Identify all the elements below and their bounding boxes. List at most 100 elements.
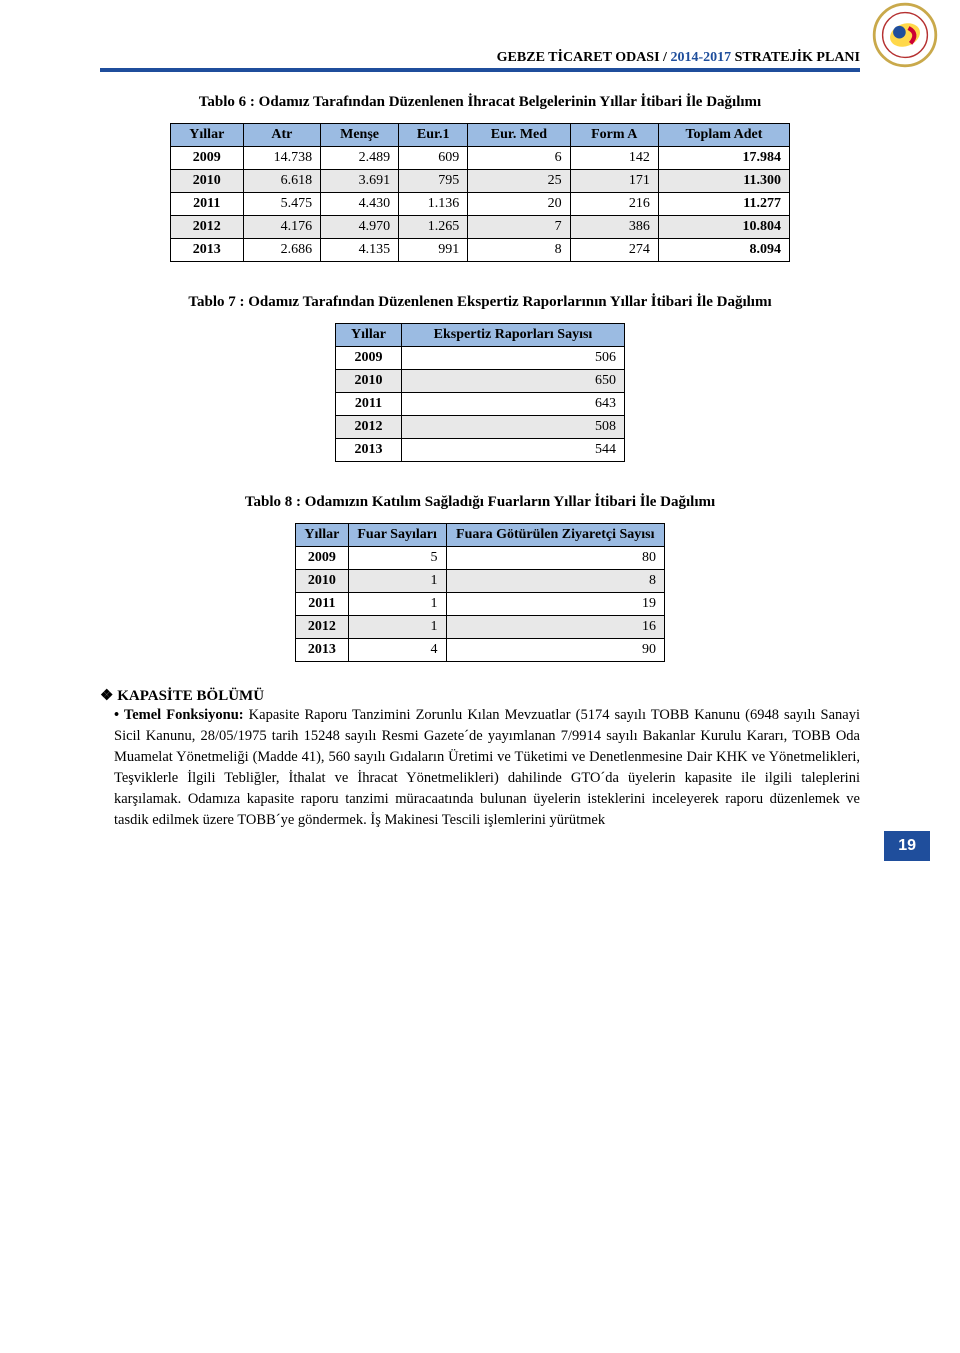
table8-cell: 4 (348, 639, 446, 662)
table7-header-row: YıllarEkspertiz Raporları Sayısı (336, 324, 625, 347)
header-rule (100, 68, 860, 72)
table6-cell: 4.970 (321, 216, 399, 239)
logo-icon (870, 0, 940, 70)
table-row: 2012116 (296, 616, 665, 639)
table8-body: 2009580201018201111920121162013490 (296, 547, 665, 662)
table6-cell: 2010 (171, 170, 244, 193)
table8-cell: 2009 (296, 547, 349, 570)
table6-cell: 2012 (171, 216, 244, 239)
table6-cell: 142 (570, 147, 658, 170)
table6-cell: 1.136 (399, 193, 468, 216)
table6-cell: 25 (468, 170, 570, 193)
table6-header-row: YıllarAtrMenşeEur.1Eur. MedForm AToplam … (171, 124, 790, 147)
table6-cell: 1.265 (399, 216, 468, 239)
table-row: 2012508 (336, 416, 625, 439)
table6-col-3: Eur.1 (399, 124, 468, 147)
table6-cell: 216 (570, 193, 658, 216)
table7-cell: 650 (402, 370, 625, 393)
table8-cell: 2012 (296, 616, 349, 639)
table6-body: 200914.7382.489609614217.98420106.6183.6… (171, 147, 790, 262)
table6-cell: 7 (468, 216, 570, 239)
table-row: 20115.4754.4301.1362021611.277 (171, 193, 790, 216)
table8-cell: 80 (446, 547, 664, 570)
table6-cell: 11.300 (658, 170, 789, 193)
table7-cell: 2013 (336, 439, 402, 462)
table7-cell: 2011 (336, 393, 402, 416)
table8-cell: 90 (446, 639, 664, 662)
table8-col-2: Fuara Götürülen Ziyaretçi Sayısı (446, 524, 664, 547)
table6-cell: 17.984 (658, 147, 789, 170)
table6-cell: 4.176 (243, 216, 320, 239)
table8-cell: 1 (348, 616, 446, 639)
table6-cell: 8 (468, 239, 570, 262)
page-number: 19 (884, 831, 930, 861)
table-row: 20132.6864.13599182748.094 (171, 239, 790, 262)
table6-cell: 795 (399, 170, 468, 193)
table8-col-0: Yıllar (296, 524, 349, 547)
table6-cell: 171 (570, 170, 658, 193)
table6-cell: 11.277 (658, 193, 789, 216)
table6-cell: 4.135 (321, 239, 399, 262)
table7-cell: 544 (402, 439, 625, 462)
table8-cell: 2010 (296, 570, 349, 593)
table8-cell: 2011 (296, 593, 349, 616)
table6-cell: 2009 (171, 147, 244, 170)
table8: YıllarFuar SayılarıFuara Götürülen Ziyar… (295, 523, 665, 662)
table8-cell: 1 (348, 570, 446, 593)
section-heading: KAPASİTE BÖLÜMÜ (100, 686, 860, 705)
table-row: 2009580 (296, 547, 665, 570)
table8-header-row: YıllarFuar SayılarıFuara Götürülen Ziyar… (296, 524, 665, 547)
table6-cell: 2.489 (321, 147, 399, 170)
table6-cell: 274 (570, 239, 658, 262)
table7-cell: 2010 (336, 370, 402, 393)
table-row: 20124.1764.9701.265738610.804 (171, 216, 790, 239)
table6-cell: 2.686 (243, 239, 320, 262)
table8-cell: 8 (446, 570, 664, 593)
header-org: GEBZE TİCARET ODASI (497, 50, 660, 65)
table7-cell: 506 (402, 347, 625, 370)
table8-col-1: Fuar Sayıları (348, 524, 446, 547)
table7-col-0: Yıllar (336, 324, 402, 347)
table6-col-4: Eur. Med (468, 124, 570, 147)
table6-cell: 991 (399, 239, 468, 262)
table8-cell: 19 (446, 593, 664, 616)
table8-cell: 1 (348, 593, 446, 616)
table7-cell: 643 (402, 393, 625, 416)
table-row: 2013544 (336, 439, 625, 462)
table-row: 2010650 (336, 370, 625, 393)
section-body: Temel Fonksiyonu: Kapasite Raporu Tanzim… (114, 705, 860, 831)
table8-cell: 2013 (296, 639, 349, 662)
table6-cell: 386 (570, 216, 658, 239)
table6-cell: 8.094 (658, 239, 789, 262)
table6-col-6: Toplam Adet (658, 124, 789, 147)
header-years: 2014-2017 (670, 50, 731, 65)
table6-col-1: Atr (243, 124, 320, 147)
table-row: 2009506 (336, 347, 625, 370)
table6-cell: 5.475 (243, 193, 320, 216)
table8-cell: 16 (446, 616, 664, 639)
table6-cell: 3.691 (321, 170, 399, 193)
table8-title: Tablo 8 : Odamızın Katılım Sağladığı Fua… (100, 492, 860, 513)
table-row: 201018 (296, 570, 665, 593)
header-suffix: STRATEJİK PLANI (731, 50, 860, 65)
table6-cell: 14.738 (243, 147, 320, 170)
section-lead: Temel Fonksiyonu: (124, 707, 244, 723)
table6-cell: 2013 (171, 239, 244, 262)
table6-col-2: Menşe (321, 124, 399, 147)
page-header: GEBZE TİCARET ODASI / 2014-2017 STRATEJİ… (100, 50, 860, 66)
table7: YıllarEkspertiz Raporları Sayısı 2009506… (335, 323, 625, 462)
table6-cell: 20 (468, 193, 570, 216)
table-row: 2011119 (296, 593, 665, 616)
table6-title: Tablo 6 : Odamız Tarafından Düzenlenen İ… (100, 92, 860, 113)
table7-cell: 508 (402, 416, 625, 439)
table7-col-1: Ekspertiz Raporları Sayısı (402, 324, 625, 347)
table6-cell: 609 (399, 147, 468, 170)
section-body-text: Kapasite Raporu Tanzimini Zorunlu Kılan … (114, 707, 860, 828)
table6-cell: 6.618 (243, 170, 320, 193)
table8-cell: 5 (348, 547, 446, 570)
table-row: 200914.7382.489609614217.984 (171, 147, 790, 170)
table6-col-0: Yıllar (171, 124, 244, 147)
table7-body: 20095062010650201164320125082013544 (336, 347, 625, 462)
table-row: 20106.6183.6917952517111.300 (171, 170, 790, 193)
table6-col-5: Form A (570, 124, 658, 147)
